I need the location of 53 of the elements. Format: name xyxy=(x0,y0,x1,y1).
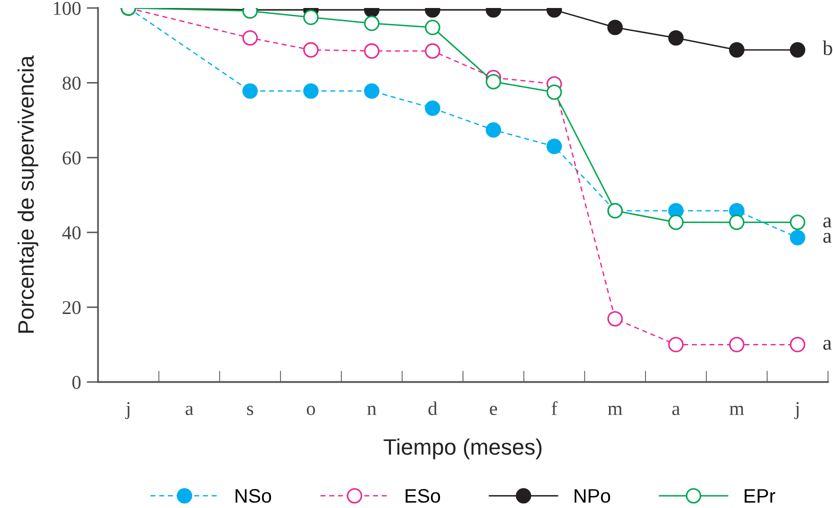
x-tick-label: n xyxy=(367,406,376,415)
point xyxy=(546,84,562,100)
point xyxy=(303,10,319,26)
point xyxy=(668,336,684,352)
x-tick-label: a xyxy=(672,406,680,416)
y-tick-label: 40 xyxy=(62,226,81,240)
point xyxy=(790,230,806,246)
x-axis-title: Tiempo (meses) xyxy=(384,438,542,460)
legend-label: ESo xyxy=(406,489,440,503)
point xyxy=(790,336,806,352)
point xyxy=(729,42,744,58)
point xyxy=(242,83,258,99)
point xyxy=(303,42,319,58)
point xyxy=(364,83,380,99)
x-tick-label: d xyxy=(428,401,438,416)
y-tick-label: 80 xyxy=(62,76,81,90)
point xyxy=(790,42,806,58)
x-tick-label: e xyxy=(490,406,498,416)
point xyxy=(303,83,319,99)
point xyxy=(424,43,440,59)
point xyxy=(607,20,623,36)
x-tick-label: a xyxy=(186,406,194,416)
annotation: b xyxy=(822,40,832,56)
x-tick-label: j xyxy=(794,402,799,420)
point xyxy=(364,43,380,59)
x-tick-label: m xyxy=(730,406,744,415)
point xyxy=(424,20,440,36)
annotation: a xyxy=(823,340,832,350)
annotation: a xyxy=(823,232,832,243)
legend-label: NPo xyxy=(574,489,610,503)
y-tick-label: 100 xyxy=(54,2,81,15)
x-tick-label: j xyxy=(125,402,130,420)
legend-label: NSo xyxy=(236,489,272,503)
x-tick-label: s xyxy=(247,406,254,416)
x-tick-label: m xyxy=(608,406,622,415)
point xyxy=(607,311,623,327)
point xyxy=(729,214,744,230)
point xyxy=(729,336,744,352)
point xyxy=(668,30,684,46)
y-tick-label: 60 xyxy=(62,151,81,165)
point xyxy=(486,122,502,138)
x-tick-label: f xyxy=(552,401,558,415)
point xyxy=(424,100,440,116)
point xyxy=(242,30,258,46)
annotation: a xyxy=(823,218,832,228)
y-axis-title: Porcentaje de supervivencia xyxy=(18,55,38,333)
legend-label: EPr xyxy=(744,489,776,503)
point xyxy=(486,74,502,90)
y-tick-label: 0 xyxy=(72,376,81,389)
point xyxy=(546,138,562,154)
y-tick-label: 20 xyxy=(62,301,81,314)
x-tick-label: o xyxy=(306,406,316,416)
point xyxy=(668,214,684,230)
